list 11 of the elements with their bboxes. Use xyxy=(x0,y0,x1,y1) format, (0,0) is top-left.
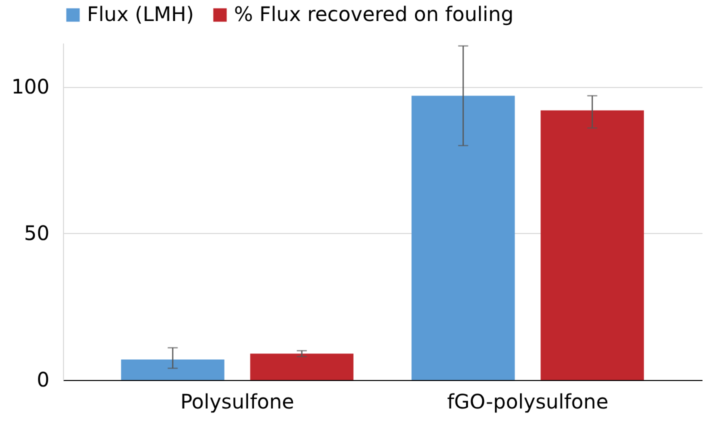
bar xyxy=(540,110,644,380)
y-tick-label: 0 xyxy=(36,368,50,392)
y-tick-label: 50 xyxy=(24,220,50,245)
bar xyxy=(412,96,515,380)
y-tick-label: 100 xyxy=(11,74,50,98)
legend-label: % Flux recovered on fouling xyxy=(234,2,514,26)
bar xyxy=(121,359,224,380)
x-tick-label: fGO-polysulfone xyxy=(447,390,608,414)
bar xyxy=(250,354,354,380)
legend-label: Flux (LMH) xyxy=(87,2,194,26)
x-tick-label: Polysulfone xyxy=(180,390,294,414)
